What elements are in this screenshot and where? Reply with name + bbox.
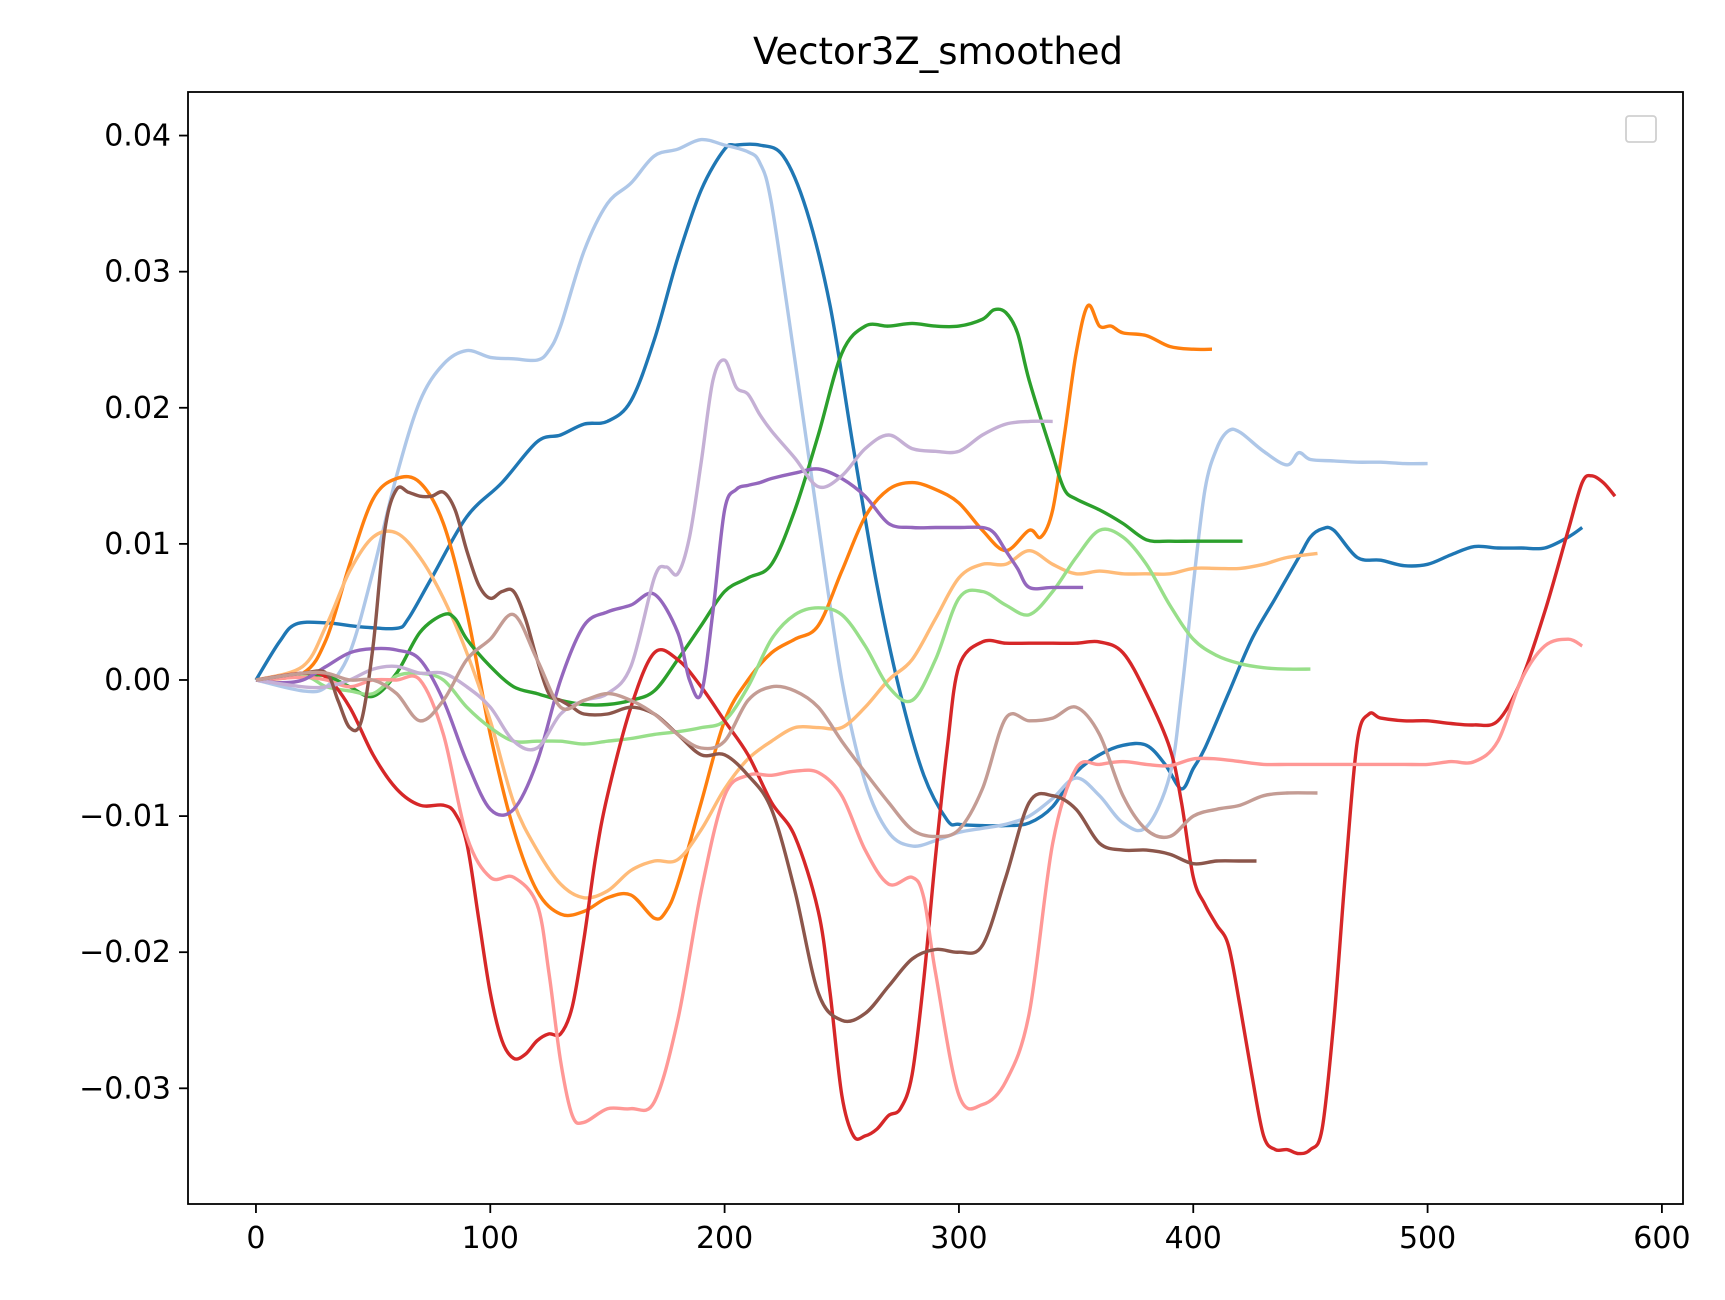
x-tick-label: 100 [462,1221,519,1256]
plot-frame [187,91,1684,1205]
series-line-7 [255,473,1617,1156]
series-line-9 [255,467,1084,817]
series-line-5 [255,307,1243,707]
x-tick-label: 200 [696,1221,753,1256]
x-tick-label: 0 [246,1221,265,1256]
tick-layer: 0 100 200 300 400 500 600 −0.03 −0.02 −0.01 0.00 0.… [79,119,1690,1256]
x-tick-label: 400 [1165,1221,1222,1256]
series-layer [254,137,1617,1156]
y-tick-label: −0.03 [79,1071,171,1106]
y-tick-label: 0.01 [104,527,171,562]
y-tick-label: 0.02 [104,391,171,426]
legend [1625,115,1657,143]
series-line-1 [254,142,1584,828]
x-tick-label: 300 [930,1221,987,1256]
series-line-8 [255,637,1584,1126]
x-tick-label: 500 [1399,1221,1456,1256]
x-tick-label: 600 [1633,1221,1690,1256]
y-tick-label: 0.03 [104,255,171,290]
y-tick-label: 0.04 [104,119,171,154]
series-line-12 [255,612,1318,840]
series-line-10 [255,358,1053,752]
y-tick-label: −0.01 [79,799,171,834]
y-tick-label: −0.02 [79,935,171,970]
legend-box [1625,115,1657,143]
series-line-3 [255,303,1213,921]
y-tick-label: 0.00 [104,663,171,698]
chart-title: Vector3Z_smoothed [753,30,1123,73]
